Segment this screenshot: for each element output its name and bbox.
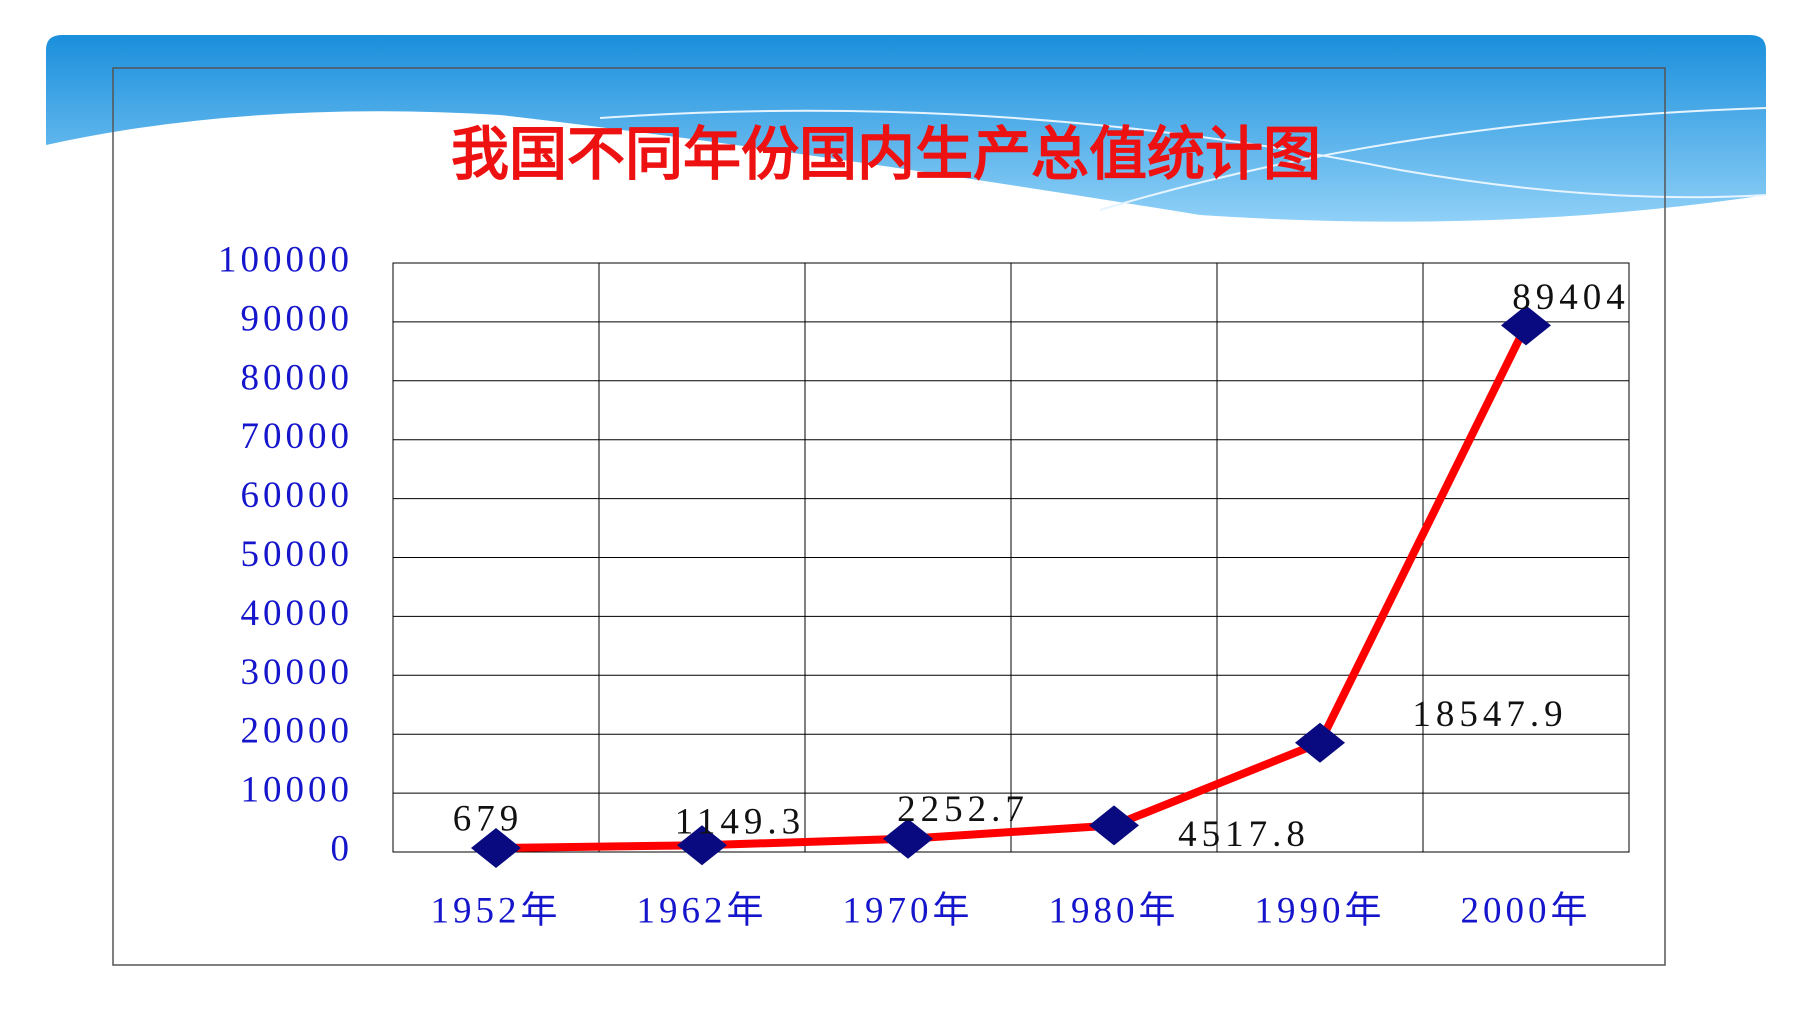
y-tick-label: 40000 (241, 593, 354, 634)
data-label: 679 (453, 798, 524, 839)
y-tick-label: 50000 (241, 534, 354, 575)
data-label: 89404 (1512, 277, 1630, 318)
y-tick-label: 90000 (241, 298, 354, 339)
x-tick-label: 1990年 (1255, 889, 1386, 931)
data-label: 2252.7 (897, 789, 1029, 830)
marker (677, 825, 727, 866)
x-tick-label: 1952年 (431, 889, 562, 931)
data-label: 1149.3 (675, 802, 805, 843)
y-tick-label: 20000 (241, 711, 354, 752)
x-tick-label: 1980年 (1049, 889, 1180, 931)
marker (1295, 722, 1345, 763)
line (495, 323, 1530, 853)
y-tick-label: 0 (331, 828, 354, 869)
banner-wave (1099, 107, 1767, 211)
marker (1089, 805, 1139, 846)
x-tick-label: 1962年 (637, 889, 768, 931)
y-tick-label: 100000 (218, 239, 353, 280)
marker (471, 828, 521, 869)
y-tick-label: 80000 (241, 357, 354, 398)
marker (883, 818, 933, 859)
x-tick-label: 2000年 (1461, 889, 1592, 931)
data-label: 18547.9 (1412, 694, 1567, 735)
y-tick-label: 10000 (241, 770, 354, 811)
chart-title: 我国不同年份国内生产总值统计图 (451, 120, 1321, 188)
y-tick-label: 70000 (241, 416, 354, 457)
banner (46, 35, 1766, 222)
x-tick-label: 1970年 (843, 889, 974, 931)
data-label: 4517.8 (1178, 814, 1310, 855)
y-tick-label: 60000 (241, 475, 354, 516)
panel (112, 67, 1666, 966)
marker (1501, 305, 1551, 346)
y-tick-label: 30000 (241, 652, 354, 693)
banner-wave (599, 109, 1767, 199)
